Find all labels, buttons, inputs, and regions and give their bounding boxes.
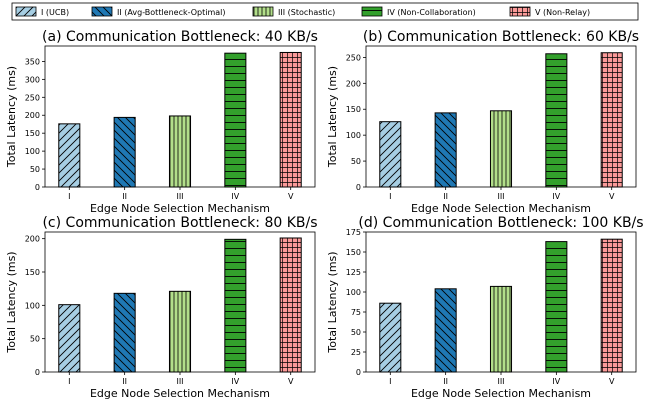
ytick-label-c-50: 50 [30, 335, 40, 344]
ytick-label-c-200: 200 [25, 235, 40, 244]
xtick-label-a-V: V [288, 192, 294, 201]
ytick-label-a-350: 350 [25, 57, 40, 66]
legend-label-1: I (UCB) [41, 8, 69, 17]
y-axis-label-d: Total Latency (ms) [326, 251, 339, 353]
ytick-label-d-150: 150 [346, 248, 361, 257]
bar-d-V [600, 238, 623, 373]
bar-b-II [434, 112, 457, 188]
ytick-label-d-125: 125 [346, 268, 361, 277]
legend-swatch-5 [509, 6, 531, 17]
ytick-label-b-100: 100 [346, 131, 361, 140]
legend-swatch-1 [15, 6, 37, 17]
legend-label-5: V (Non-Relay) [535, 8, 590, 17]
ytick-label-b-50: 50 [351, 157, 361, 166]
ytick-label-c-100: 100 [25, 301, 40, 310]
legend-label-3: III (Stochastic) [278, 8, 335, 17]
xtick-label-c-III: III [176, 377, 183, 386]
panel-title-d: (d) Communication Bottleneck: 100 KB/s [358, 215, 643, 231]
ytick-label-a-200: 200 [25, 111, 40, 120]
xtick-label-b-IV: IV [552, 192, 560, 201]
bar-a-III [168, 115, 192, 188]
ytick-label-d-175: 175 [346, 228, 361, 237]
xtick-label-c-V: V [288, 377, 294, 386]
bar-c-III [168, 290, 192, 373]
bar-a-V [279, 51, 302, 188]
xtick-label-d-V: V [609, 377, 615, 386]
panel-title-b: (b) Communication Bottleneck: 60 KB/s [363, 29, 639, 45]
xtick-label-d-IV: IV [552, 377, 560, 386]
ytick-label-b-0: 0 [356, 183, 361, 192]
bar-c-V [279, 237, 302, 373]
legend-swatch-2 [91, 6, 113, 17]
xtick-label-c-II: II [122, 377, 127, 386]
bar-d-I [379, 302, 402, 373]
bar-a-II [113, 116, 136, 188]
x-axis-label-b: Edge Node Selection Mechanism [411, 202, 591, 215]
legend: I (UCB) II (Avg-Bottleneck-Optimal) III … [11, 2, 639, 21]
xtick-label-a-I: I [68, 192, 70, 201]
ytick-label-d-25: 25 [351, 348, 361, 357]
ytick-label-d-75: 75 [351, 308, 361, 317]
ytick-label-d-0: 0 [356, 368, 361, 377]
bar-a-IV [224, 52, 247, 188]
xtick-label-a-IV: IV [231, 192, 239, 201]
ytick-label-a-100: 100 [25, 147, 40, 156]
bar-b-V [600, 52, 623, 188]
x-axis-label-d: Edge Node Selection Mechanism [411, 387, 591, 400]
ytick-label-c-0: 0 [35, 368, 40, 377]
xtick-label-c-IV: IV [231, 377, 239, 386]
panel-title-c: (c) Communication Bottleneck: 80 KB/s [42, 215, 317, 231]
ytick-label-a-50: 50 [30, 165, 40, 174]
y-axis-label-b: Total Latency (ms) [326, 66, 339, 168]
y-axis-label-c: Total Latency (ms) [5, 251, 18, 353]
bar-a-I [58, 123, 81, 188]
legend-frame [11, 2, 639, 21]
x-axis-label-a: Edge Node Selection Mechanism [90, 202, 270, 215]
ytick-label-d-50: 50 [351, 328, 361, 337]
xtick-label-d-I: I [389, 377, 391, 386]
legend-label-4: IV (Non-Collaboration) [387, 8, 476, 17]
bar-d-III [489, 285, 513, 373]
xtick-label-a-III: III [176, 192, 183, 201]
bar-d-IV [545, 241, 568, 373]
xtick-label-b-V: V [609, 192, 615, 201]
bar-b-III [489, 110, 513, 188]
bar-c-IV [224, 238, 247, 373]
legend-label-2: II (Avg-Bottleneck-Optimal) [117, 8, 226, 17]
bar-c-I [58, 304, 81, 373]
ytick-label-d-100: 100 [346, 288, 361, 297]
xtick-label-a-II: II [122, 192, 127, 201]
legend-swatch-3 [252, 6, 274, 17]
bar-b-I [379, 121, 402, 188]
bar-d-II [434, 288, 457, 373]
legend-swatch-4 [361, 6, 383, 17]
ytick-label-b-250: 250 [346, 53, 361, 62]
xtick-label-d-II: II [443, 377, 448, 386]
xtick-label-b-II: II [443, 192, 448, 201]
ytick-label-a-150: 150 [25, 129, 40, 138]
ytick-label-c-150: 150 [25, 268, 40, 277]
ytick-label-a-300: 300 [25, 75, 40, 84]
xtick-label-b-III: III [497, 192, 504, 201]
x-axis-label-c: Edge Node Selection Mechanism [90, 387, 270, 400]
ytick-label-a-250: 250 [25, 93, 40, 102]
ytick-label-b-200: 200 [346, 79, 361, 88]
ytick-label-b-150: 150 [346, 105, 361, 114]
y-axis-label-a: Total Latency (ms) [5, 66, 18, 168]
bar-c-II [113, 292, 136, 373]
xtick-label-b-I: I [389, 192, 391, 201]
bar-b-IV [545, 53, 568, 188]
xtick-label-d-III: III [497, 377, 504, 386]
xtick-label-c-I: I [68, 377, 70, 386]
panel-title-a: (a) Communication Bottleneck: 40 KB/s [42, 29, 318, 45]
ytick-label-a-0: 0 [35, 183, 40, 192]
